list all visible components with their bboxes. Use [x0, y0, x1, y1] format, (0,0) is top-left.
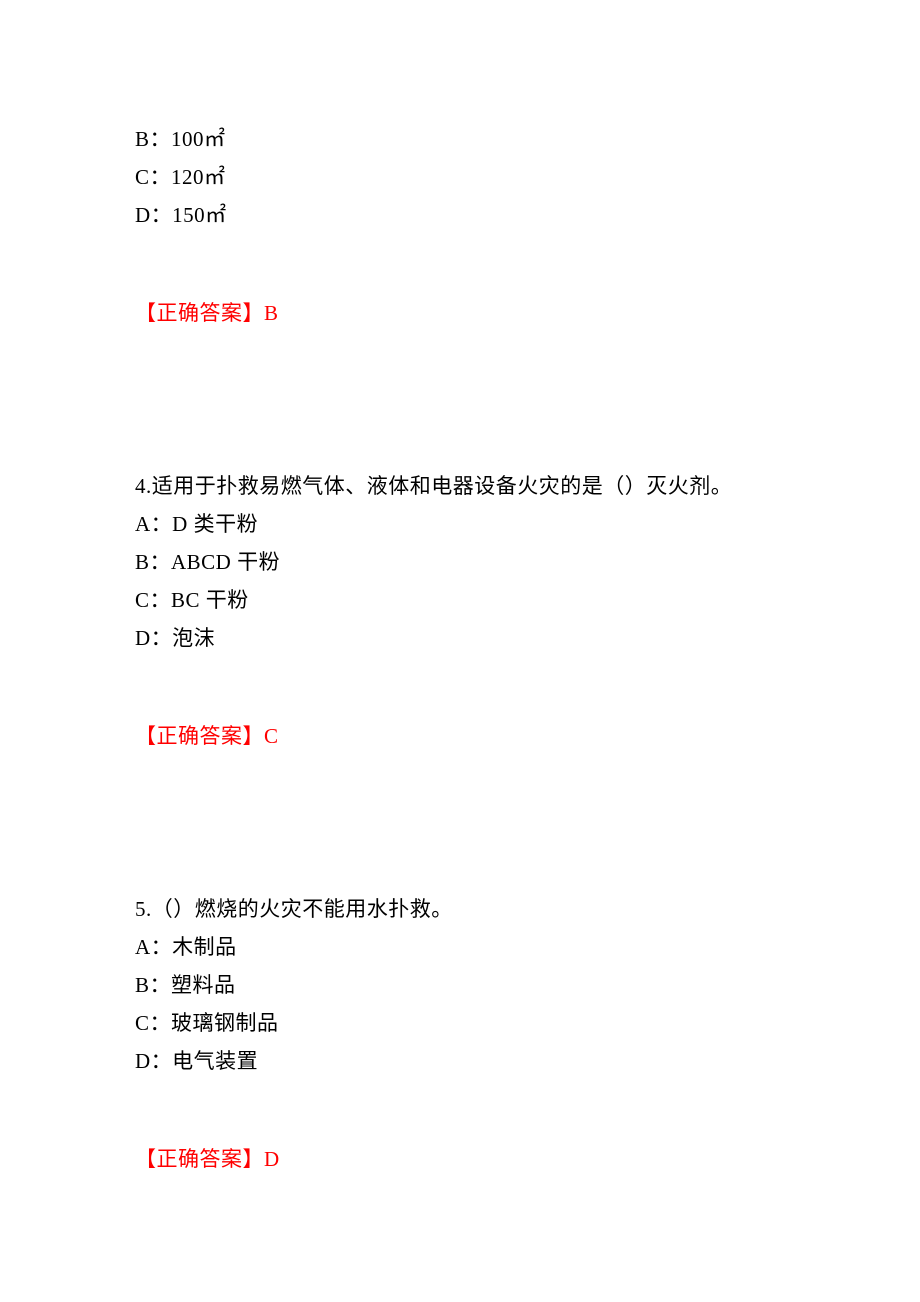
q4-option-d: D：泡沫	[135, 619, 785, 657]
answer-label: 【正确答案】	[135, 301, 264, 325]
q5-answer: 【正确答案】D	[135, 1140, 785, 1178]
q4-stem: 4.适用于扑救易燃气体、液体和电器设备火灾的是（）灭火剂。	[135, 467, 785, 505]
q4-option-b: B：ABCD 干粉	[135, 543, 785, 581]
spacer	[135, 755, 785, 890]
q5-option-c: C：玻璃钢制品	[135, 1004, 785, 1042]
q3-option-b: B：100㎡	[135, 120, 785, 158]
q5-option-d: D：电气装置	[135, 1042, 785, 1080]
q5-option-b: B：塑料品	[135, 966, 785, 1004]
q3-answer: 【正确答案】B	[135, 294, 785, 332]
answer-label: 【正确答案】	[135, 724, 264, 748]
q5-stem: 5.（）燃烧的火灾不能用水扑救。	[135, 890, 785, 928]
spacer	[135, 234, 785, 294]
q5-option-a: A：木制品	[135, 928, 785, 966]
spacer	[135, 332, 785, 467]
spacer	[135, 657, 785, 717]
answer-label: 【正确答案】	[135, 1147, 264, 1171]
q3-option-d: D：150㎡	[135, 196, 785, 234]
q4-answer: 【正确答案】C	[135, 717, 785, 755]
answer-value: C	[264, 724, 279, 748]
spacer	[135, 1080, 785, 1140]
answer-value: D	[264, 1147, 280, 1171]
q4-option-c: C：BC 干粉	[135, 581, 785, 619]
q3-option-c: C：120㎡	[135, 158, 785, 196]
answer-value: B	[264, 301, 279, 325]
q4-option-a: A：D 类干粉	[135, 505, 785, 543]
